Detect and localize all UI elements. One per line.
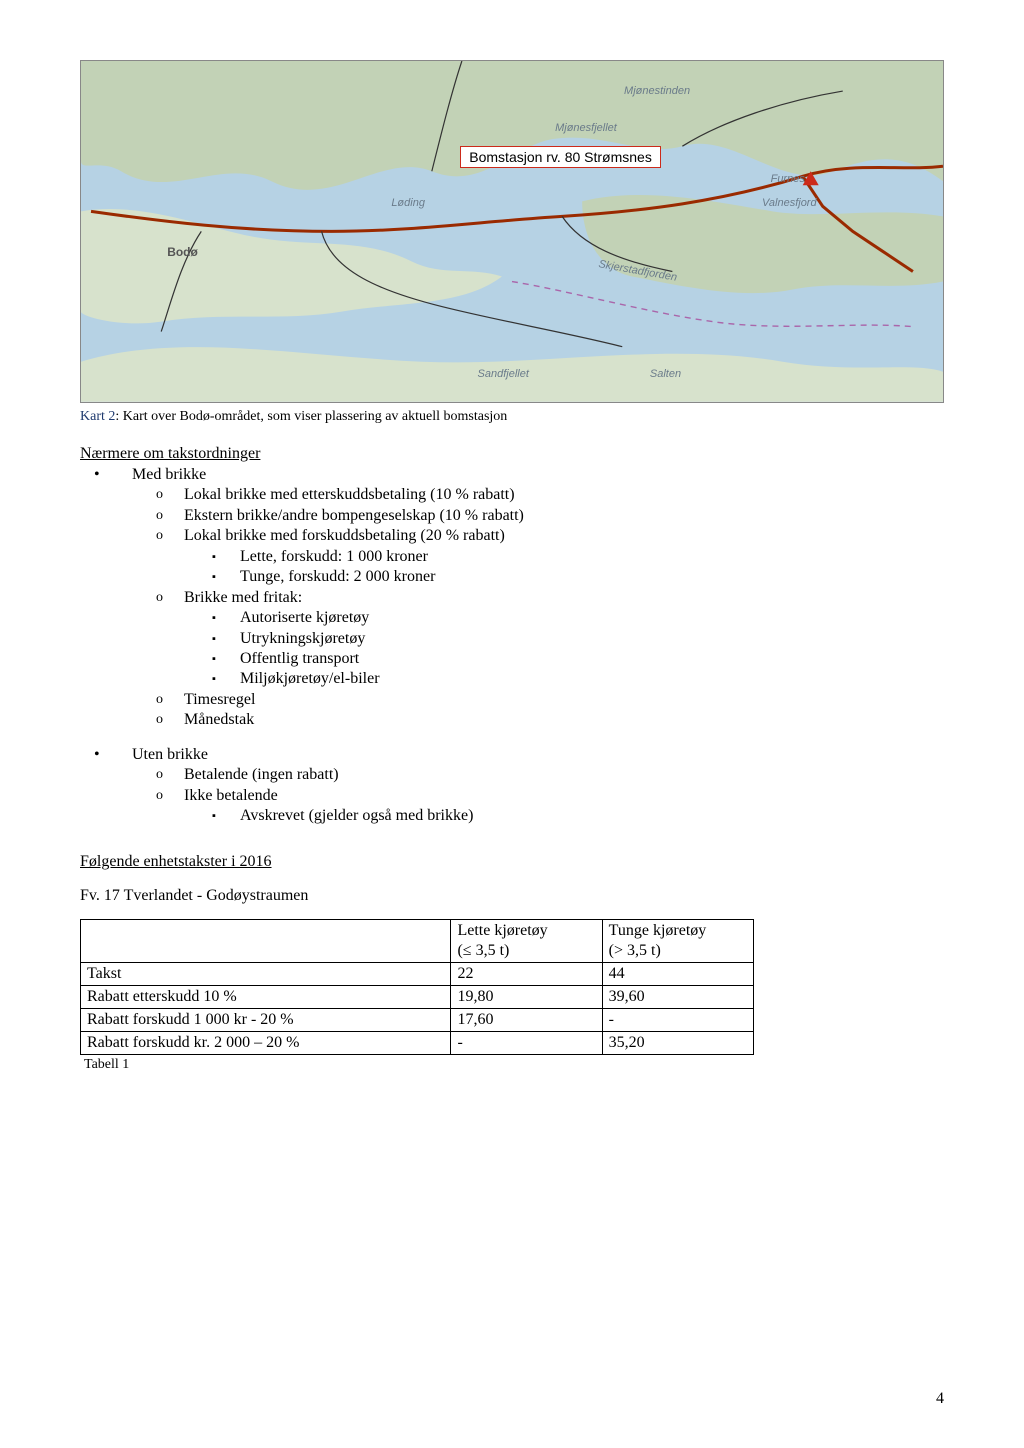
table-row: Rabatt etterskudd 10 % 19,80 39,60 [81,985,754,1008]
list-item: Månedstak [184,710,944,730]
table-cell-light: 17,60 [451,1008,602,1031]
table-cell-light: - [451,1031,602,1054]
list-item-label: Lette, forskudd: 1 000 kroner [240,548,428,565]
table-header-light-l2: (≤ 3,5 t) [457,942,509,959]
table-header-heavy-l2: (> 3,5 t) [609,942,661,959]
table-cell-label: Rabatt forskudd 1 000 kr - 20 % [81,1008,451,1031]
table-header-heavy: Tunge kjøretøy (> 3,5 t) [602,919,753,962]
map-graphic [81,61,943,402]
map-caption-prefix: Kart 2 [80,409,115,424]
table-cell-heavy: 35,20 [602,1031,753,1054]
list-takstordninger: Med brikke Lokal brikke med etterskuddsb… [80,465,944,731]
table-cell-label: Rabatt etterskudd 10 % [81,985,451,1008]
list-item-label: Lokal brikke med forskuddsbetaling (20 %… [184,527,505,544]
map-label-mjonesfjellet: Mjønesfjellet [555,122,617,134]
list-item-label: Avskrevet (gjelder også med brikke) [240,807,473,824]
map-label-loding: Løding [391,197,425,209]
table-cell-heavy: 39,60 [602,985,753,1008]
list-item-label: Autoriserte kjøretøy [240,609,369,626]
list-item-label: Ekstern brikke/andre bompengeselskap (10… [184,507,524,524]
list-uten-brikke: Uten brikke Betalende (ingen rabatt) Ikk… [80,745,944,827]
map-label-mjonestinden: Mjønestinden [624,85,690,97]
list-item: Miljøkjøretøy/el-biler [240,669,944,689]
list-item: Betalende (ingen rabatt) [184,765,944,785]
table-rates-fv17: Lette kjøretøy (≤ 3,5 t) Tunge kjøretøy … [80,919,754,1055]
map-caption-rest: : Kart over Bodø-området, som viser plas… [115,409,507,424]
table-row: Rabatt forskudd kr. 2 000 – 20 % - 35,20 [81,1031,754,1054]
list-item-label: Miljøkjøretøy/el-biler [240,670,380,687]
list-item: Tunge, forskudd: 2 000 kroner [240,567,944,587]
list-item-label: Utrykningskjøretøy [240,630,365,647]
map-label-sandfjellet: Sandfjellet [478,368,529,380]
list-item-label: Offentlig transport [240,650,359,667]
list-item: Timesregel [184,690,944,710]
table-header-row: Lette kjøretøy (≤ 3,5 t) Tunge kjøretøy … [81,919,754,962]
list-item: Ekstern brikke/andre bompengeselskap (10… [184,506,944,526]
list-item-label: Ikke betalende [184,787,278,804]
heading-enhetstakster: Følgende enhetstakster i 2016 [80,853,944,871]
list-item: Brikke med fritak: Autoriserte kjøretøy … [184,588,944,690]
map-label-bodo: Bodø [167,245,198,259]
list-item: Lokal brikke med forskuddsbetaling (20 %… [184,526,944,587]
list-item-label: Brikke med fritak: [184,589,302,606]
table-row: Rabatt forskudd 1 000 kr - 20 % 17,60 - [81,1008,754,1031]
list-item: Offentlig transport [240,649,944,669]
map-label-furnes: Furnes [771,173,805,185]
map-label-valnesfjord: Valnesfjord [762,197,817,209]
list-item-label: Tunge, forskudd: 2 000 kroner [240,568,435,585]
table-cell-label: Takst [81,962,451,985]
subheading-fv17: Fv. 17 Tverlandet - Godøystraumen [80,887,944,905]
page-number: 4 [936,1390,944,1408]
table-row: Takst 22 44 [81,962,754,985]
map-callout-toll-station: Bomstasjon rv. 80 Strømsnes [460,146,661,168]
table-header-light: Lette kjøretøy (≤ 3,5 t) [451,919,602,962]
list-item-uten-brikke: Uten brikke Betalende (ingen rabatt) Ikk… [128,745,944,827]
list-item: Utrykningskjøretøy [240,629,944,649]
table-cell-light: 22 [451,962,602,985]
map-bodo-area: Bomstasjon rv. 80 Strømsnes Bodø Salten … [80,60,944,403]
list-item: Ikke betalende Avskrevet (gjelder også m… [184,786,944,827]
list-item-label: Timesregel [184,691,255,708]
list-item-med-brikke: Med brikke Lokal brikke med etterskuddsb… [128,465,944,731]
list-item: Lokal brikke med etterskuddsbetaling (10… [184,485,944,505]
table-caption: Tabell 1 [84,1057,944,1073]
table-cell-label: Rabatt forskudd kr. 2 000 – 20 % [81,1031,451,1054]
list-item: Lette, forskudd: 1 000 kroner [240,547,944,567]
list-item-label: Lokal brikke med etterskuddsbetaling (10… [184,486,515,503]
list-item-label: Betalende (ingen rabatt) [184,766,339,783]
list-item: Avskrevet (gjelder også med brikke) [240,806,944,826]
map-caption: Kart 2: Kart over Bodø-området, som vise… [80,409,944,425]
table-header-heavy-l1: Tunge kjøretøy [609,922,707,939]
list-item: Autoriserte kjøretøy [240,608,944,628]
list-item-label: Uten brikke [132,746,208,763]
list-item-label: Med brikke [132,466,206,483]
table-header-empty [81,919,451,962]
table-cell-heavy: - [602,1008,753,1031]
list-item-label: Månedstak [184,711,254,728]
map-label-salten: Salten [650,368,681,380]
heading-takstordninger: Nærmere om takstordninger [80,445,944,463]
table-cell-heavy: 44 [602,962,753,985]
table-header-light-l1: Lette kjøretøy [457,922,547,939]
table-cell-light: 19,80 [451,985,602,1008]
